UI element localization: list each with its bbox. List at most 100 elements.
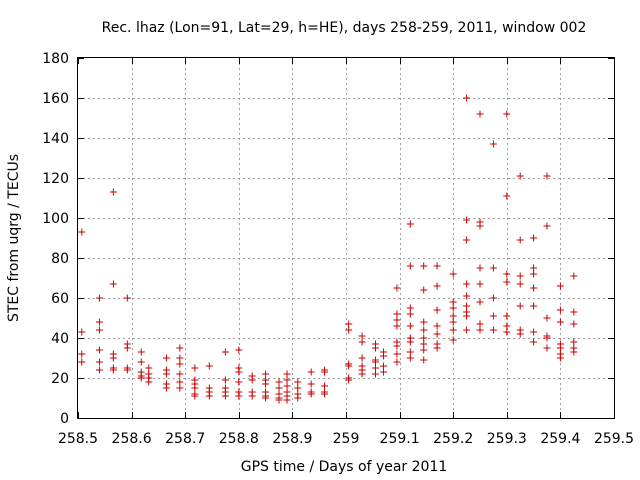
data-point — [476, 222, 484, 230]
data-point — [109, 188, 117, 196]
data-point — [109, 354, 117, 362]
data-point — [433, 344, 441, 352]
data-point — [393, 322, 401, 330]
data-point — [449, 298, 457, 306]
data-point — [406, 310, 414, 318]
data-point — [358, 370, 366, 378]
y-tick-labels: 0 20 40 60 80 100 120 140 160 180 — [42, 51, 69, 427]
data-point — [503, 192, 511, 200]
data-point — [556, 282, 564, 290]
data-point — [543, 314, 551, 322]
data-point — [516, 172, 524, 180]
data-point — [95, 358, 103, 366]
y-tick-label: 20 — [51, 371, 69, 387]
data-point — [530, 284, 538, 292]
data-point — [489, 312, 497, 320]
data-point — [205, 392, 213, 400]
data-point — [406, 220, 414, 228]
data-point — [463, 312, 471, 320]
data-point — [463, 326, 471, 334]
data-point — [420, 346, 428, 354]
data-point — [95, 346, 103, 354]
data-point — [145, 378, 153, 386]
data-point — [294, 384, 302, 392]
data-point — [345, 326, 353, 334]
data-point — [570, 348, 578, 356]
data-point — [543, 222, 551, 230]
data-point — [78, 228, 86, 236]
data-point — [176, 378, 184, 386]
data-point — [235, 378, 243, 386]
data-point — [543, 344, 551, 352]
x-tick-label: 259 — [333, 431, 360, 447]
x-tick-label: 258.9 — [272, 431, 312, 447]
data-point — [283, 396, 291, 404]
data-point — [191, 392, 199, 400]
data-point — [393, 284, 401, 292]
grid-lines — [78, 58, 614, 418]
data-point — [433, 306, 441, 314]
x-tick-label: 259.5 — [594, 431, 634, 447]
data-point — [433, 322, 441, 330]
data-point — [393, 310, 401, 318]
data-point — [516, 272, 524, 280]
data-point — [570, 338, 578, 346]
y-tick-label: 140 — [42, 131, 69, 147]
data-point — [321, 390, 329, 398]
x-tick-label: 258.7 — [165, 431, 205, 447]
axis-ticks — [78, 58, 615, 419]
y-tick-label: 180 — [42, 51, 69, 67]
data-point — [162, 354, 170, 362]
data-point — [371, 358, 379, 366]
data-point — [137, 358, 145, 366]
data-point — [516, 236, 524, 244]
data-point — [489, 140, 497, 148]
data-point — [420, 334, 428, 342]
data-point — [176, 354, 184, 362]
data-point — [503, 312, 511, 320]
data-point — [570, 272, 578, 280]
data-point — [162, 370, 170, 378]
data-point — [221, 376, 229, 384]
y-tick-label: 120 — [42, 171, 69, 187]
data-point — [191, 364, 199, 372]
data-point — [530, 338, 538, 346]
data-point — [463, 216, 471, 224]
data-point — [307, 380, 315, 388]
data-point — [543, 172, 551, 180]
data-point — [307, 390, 315, 398]
data-point — [95, 366, 103, 374]
data-point — [262, 394, 270, 402]
data-point — [345, 320, 353, 328]
data-point — [406, 354, 414, 362]
data-point — [393, 316, 401, 324]
data-point — [449, 304, 457, 312]
data-point — [380, 352, 388, 360]
data-point — [137, 374, 145, 382]
data-point — [489, 294, 497, 302]
data-point — [275, 384, 283, 392]
data-point — [530, 234, 538, 242]
data-point — [235, 346, 243, 354]
y-tick-label: 0 — [60, 411, 69, 427]
data-point — [345, 362, 353, 370]
data-point — [235, 368, 243, 376]
data-point — [109, 366, 117, 374]
data-point — [503, 322, 511, 330]
data-points — [78, 94, 578, 404]
x-axis-title: GPS time / Days of year 2011 — [241, 459, 448, 475]
y-tick-label: 160 — [42, 91, 69, 107]
data-point — [420, 356, 428, 364]
data-point — [530, 328, 538, 336]
data-point — [503, 110, 511, 118]
data-point — [358, 354, 366, 362]
data-point — [307, 368, 315, 376]
data-point — [556, 306, 564, 314]
data-point — [420, 286, 428, 294]
data-point — [78, 350, 86, 358]
data-point — [371, 370, 379, 378]
data-point — [78, 358, 86, 366]
data-point — [433, 330, 441, 338]
data-point — [463, 280, 471, 288]
data-point — [358, 338, 366, 346]
